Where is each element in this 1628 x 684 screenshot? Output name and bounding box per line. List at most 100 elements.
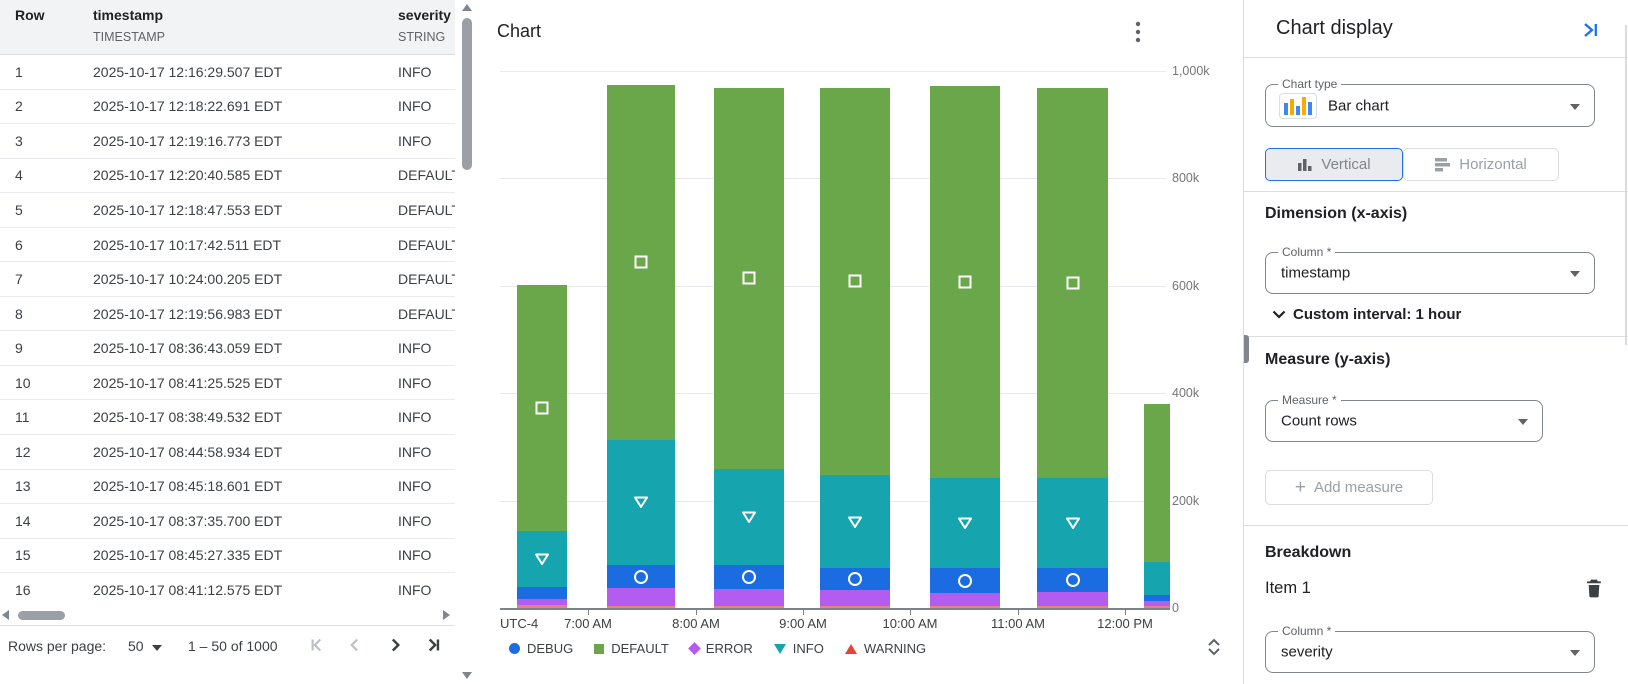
chart-title: Chart: [497, 21, 542, 41]
row-number: 5: [15, 201, 23, 218]
rows-per-page-select[interactable]: 50: [128, 638, 144, 654]
timestamp-cell: 2025-10-17 10:24:00.205 EDT: [93, 271, 283, 288]
bar-segment-default: [607, 84, 675, 440]
bar-pattern-triangle-down-icon: [741, 509, 757, 525]
table-row: 13 2025-10-17 08:45:18.601 EDT INFO: [0, 469, 455, 505]
timestamp-cell: 2025-10-17 12:19:56.983 EDT: [93, 305, 283, 322]
chart-menu-kebab-icon[interactable]: [1131, 20, 1145, 46]
y-axis-tick-label: 200k: [1172, 493, 1200, 508]
expand-collapse-icon[interactable]: [1204, 637, 1224, 657]
vertical-toggle-button[interactable]: Vertical: [1265, 148, 1403, 181]
timestamp-cell: 2025-10-17 08:41:12.575 EDT: [93, 581, 283, 598]
bar-pattern-circle-icon: [741, 569, 757, 585]
chevron-down-icon: [1570, 650, 1580, 656]
dimension-column-dropdown[interactable]: Column * timestamp: [1265, 245, 1595, 294]
measure-dropdown[interactable]: Measure * Count rows: [1265, 393, 1543, 442]
diamond-icon: [687, 642, 701, 655]
chart-type-label: Chart type: [1278, 77, 1342, 91]
bar-segment-warning: [1144, 606, 1170, 608]
vertical-label: Vertical: [1321, 156, 1371, 173]
timestamp-cell: 2025-10-17 08:37:35.700 EDT: [93, 512, 283, 529]
bar-pattern-triangle-down-icon: [633, 494, 649, 510]
next-page-icon[interactable]: [384, 634, 406, 656]
scroll-right-icon[interactable]: [443, 610, 450, 620]
table-horizontal-scrollbar[interactable]: [0, 606, 455, 624]
timestamp-cell: 2025-10-17 08:45:18.601 EDT: [93, 478, 283, 495]
severity-cell: INFO: [398, 512, 432, 529]
legend-label: ERROR: [705, 641, 753, 656]
severity-cell: INFO: [398, 409, 432, 426]
panel-right-scrollbar[interactable]: [1625, 25, 1627, 345]
table-row: 15 2025-10-17 08:45:27.335 EDT INFO: [0, 538, 455, 574]
bar-segment-warning: [820, 605, 890, 608]
row-number: 1: [15, 63, 23, 80]
col-header-row: Row: [15, 7, 45, 23]
legend-label: WARNING: [863, 641, 927, 656]
legend-label: INFO: [792, 641, 824, 656]
table-row: 4 2025-10-17 12:20:40.585 EDT DEFAULT: [0, 158, 455, 194]
delete-breakdown-icon[interactable]: [1584, 578, 1604, 599]
bar-segment-warning: [607, 605, 675, 608]
panel-scrollbar-thumb[interactable]: [1244, 335, 1249, 363]
x-axis-tick-label: 12:00 PM: [1097, 616, 1153, 631]
timestamp-cell: 2025-10-17 08:45:27.335 EDT: [93, 547, 283, 564]
previous-page-icon[interactable]: [344, 634, 366, 656]
vertical-bars-icon: [1298, 159, 1312, 171]
severity-cell: DEFAULT: [398, 167, 455, 184]
legend-label: DEBUG: [527, 641, 574, 656]
bar-segment-debug: [820, 568, 890, 591]
scroll-up-icon[interactable]: [462, 4, 472, 11]
bar-segment-default: [517, 284, 567, 531]
row-number: 7: [15, 271, 23, 288]
legend-item-error[interactable]: ERROR: [687, 641, 753, 656]
col-header-severity: severity: [398, 7, 451, 23]
bar-segment-info: [517, 530, 567, 588]
chart-type-dropdown[interactable]: Chart type Bar chart: [1265, 77, 1595, 127]
timestamp-cell: 2025-10-17 12:16:29.507 EDT: [93, 63, 283, 80]
first-page-icon[interactable]: [306, 634, 328, 656]
bar-segment-warning: [1037, 605, 1108, 608]
breakdown-item-label: Item 1: [1265, 579, 1311, 597]
rows-per-page-caret-icon[interactable]: [152, 645, 162, 651]
custom-interval-expander[interactable]: Custom interval: 1 hour: [1272, 306, 1461, 323]
bar-segment-warning: [517, 605, 567, 608]
severity-cell: INFO: [398, 63, 432, 80]
scroll-down-icon[interactable]: [462, 672, 472, 679]
vertical-scroll-thumb[interactable]: [462, 18, 472, 170]
collapse-panel-icon[interactable]: [1579, 20, 1601, 40]
legend-item-default[interactable]: DEFAULT: [594, 641, 669, 656]
scroll-left-icon[interactable]: [2, 610, 9, 620]
severity-cell: INFO: [398, 581, 432, 598]
legend-item-warning[interactable]: WARNING: [844, 641, 927, 656]
bar-segment-warning: [930, 605, 1000, 608]
chart-type-value: Bar chart: [1328, 97, 1389, 114]
legend-item-debug[interactable]: DEBUG: [509, 641, 573, 656]
col-type-timestamp: TIMESTAMP: [93, 30, 165, 44]
severity-cell: INFO: [398, 443, 432, 460]
breakdown-heading: Breakdown: [1265, 544, 1352, 561]
table-vertical-scrollbar[interactable]: [458, 0, 476, 684]
x-axis-tick: [803, 608, 804, 615]
last-page-icon[interactable]: [422, 634, 444, 656]
chevron-down-icon: [1570, 271, 1580, 277]
timestamp-cell: 2025-10-17 08:36:43.059 EDT: [93, 340, 283, 357]
bar-segment-debug: [517, 587, 567, 599]
bar-segment-debug: [1037, 568, 1108, 592]
y-axis-tick-label: 1,000k: [1172, 64, 1210, 78]
breakdown-column-dropdown[interactable]: Column * severity: [1265, 624, 1595, 673]
bar-segment-warning: [714, 605, 784, 608]
timestamp-cell: 2025-10-17 12:19:16.773 EDT: [93, 132, 283, 149]
severity-cell: INFO: [398, 340, 432, 357]
divider: [1244, 57, 1628, 58]
bar-segment-info: [714, 468, 784, 566]
y-axis-tick-label: 800k: [1172, 171, 1200, 186]
horizontal-scroll-thumb[interactable]: [18, 611, 65, 620]
table-body: 1 2025-10-17 12:16:29.507 EDT INFO 2 2025-10…: [0, 55, 455, 608]
table-row: 1 2025-10-17 12:16:29.507 EDT INFO: [0, 55, 455, 90]
x-axis-tick: [1018, 608, 1019, 615]
legend-item-info[interactable]: INFO: [773, 641, 824, 656]
circle-icon: [509, 643, 520, 654]
horizontal-toggle-button[interactable]: Horizontal: [1403, 148, 1559, 181]
chevron-down-icon: [1570, 103, 1580, 110]
add-measure-button[interactable]: + Add measure: [1265, 470, 1433, 505]
